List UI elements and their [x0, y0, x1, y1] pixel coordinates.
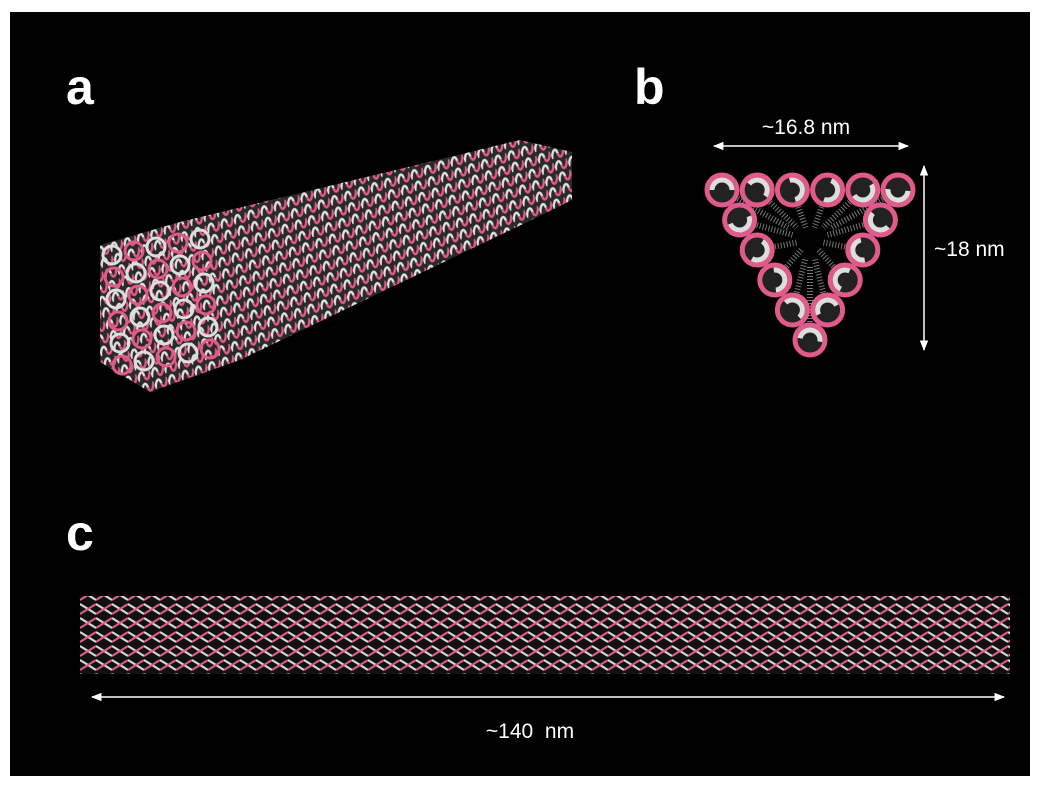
panel-label: c — [66, 505, 94, 561]
height-label: ~18 nm — [934, 238, 1005, 261]
length-label: ~140 nm — [486, 720, 574, 743]
panel-label: b — [634, 59, 665, 115]
panel-label: a — [66, 59, 95, 115]
figure: a b ~16.8 nm ~18 nm c ~140 nm — [0, 0, 1038, 786]
width-label: ~16.8 nm — [762, 116, 850, 139]
nanotube-side — [80, 596, 1010, 674]
